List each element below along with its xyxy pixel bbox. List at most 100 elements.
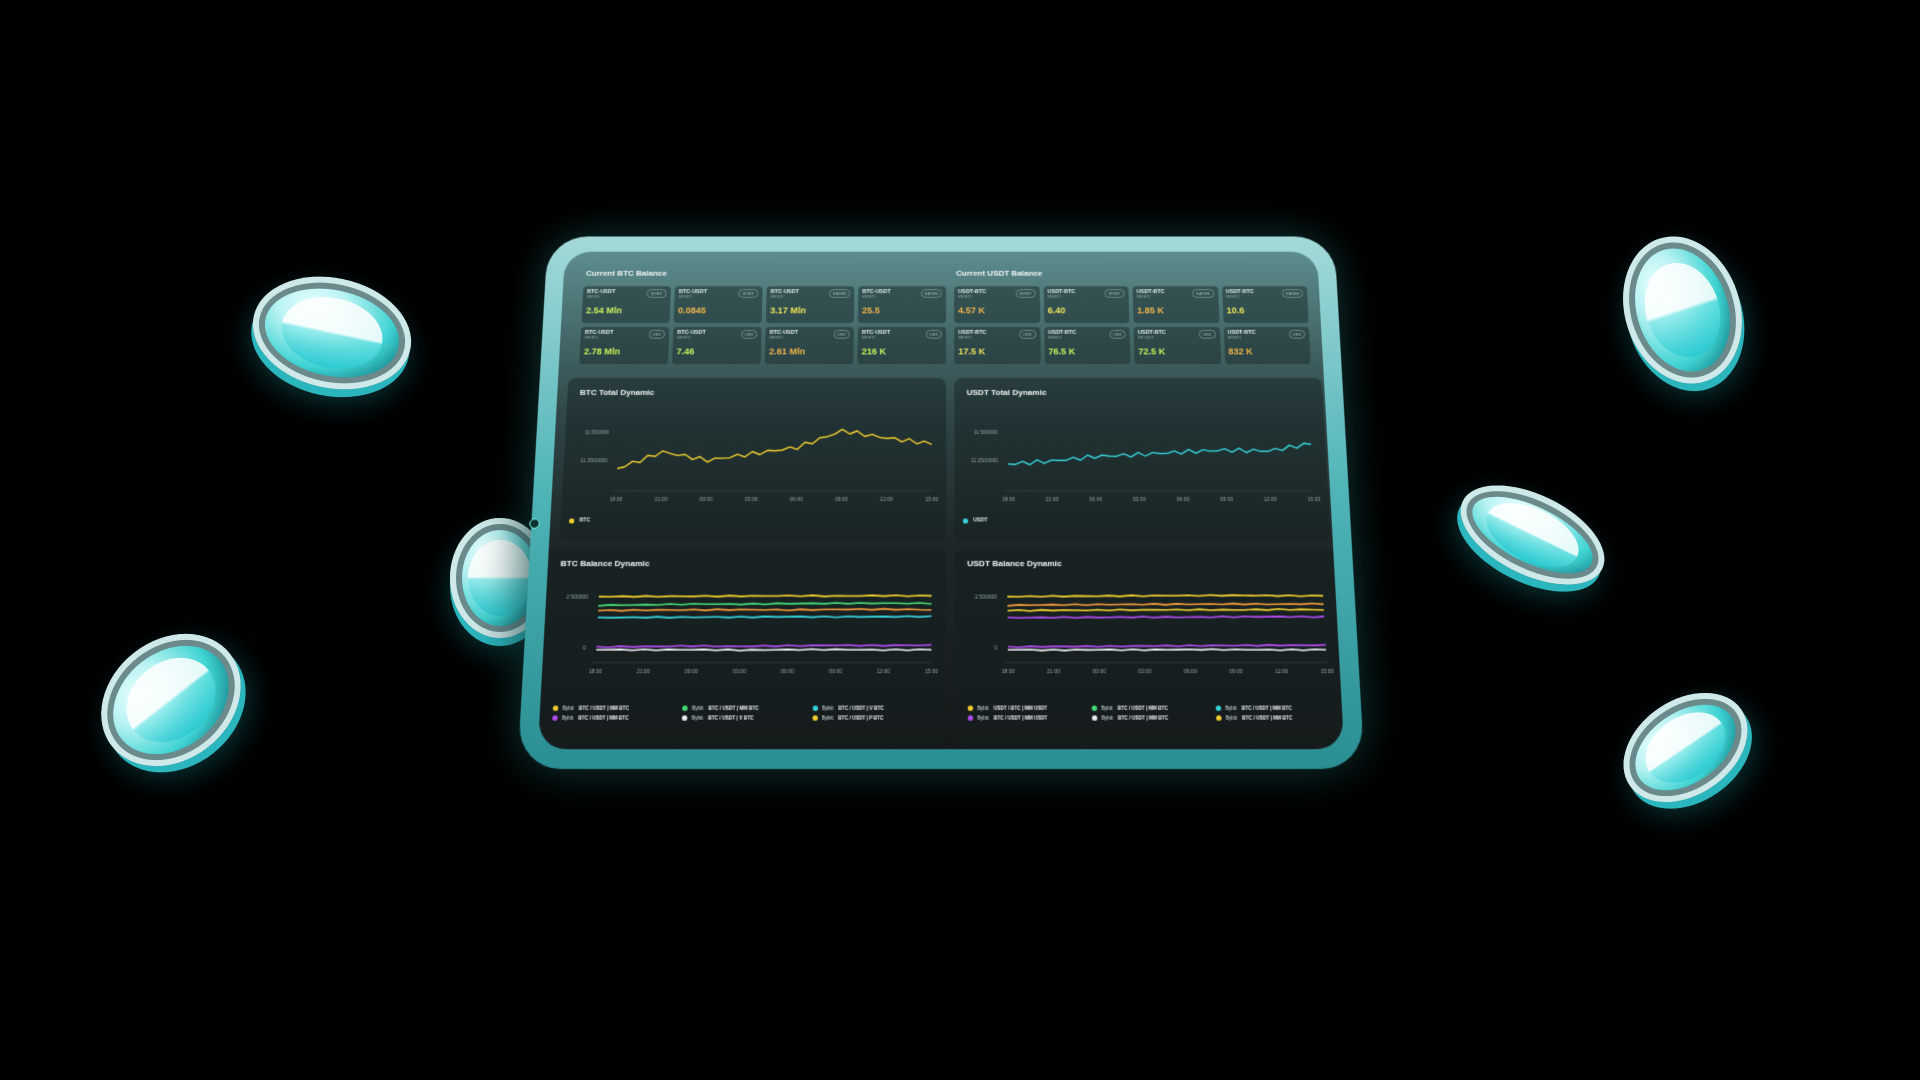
- y-tick-label: 2 500000: [566, 595, 588, 601]
- x-tick-label: 03:00: [1133, 497, 1146, 503]
- x-tick-label: 15:00: [925, 669, 939, 675]
- balance-tile[interactable]: BTC-USDT MM BTC KAYEN 25.5: [858, 286, 946, 323]
- series-line: [617, 429, 931, 468]
- coin-decoration: [1605, 221, 1761, 399]
- legend-item[interactable]: Bybit: BTC / USDT | V BTC: [812, 706, 933, 711]
- x-tick-label: 03:00: [733, 669, 747, 675]
- tile-value: 7.46: [676, 347, 694, 357]
- legend-dot: [812, 715, 817, 720]
- x-tick-label: 00:00: [685, 669, 699, 675]
- series-line: [598, 609, 931, 611]
- tile-account-label: MM BTC: [677, 336, 691, 340]
- x-tick-label: 21:00: [1047, 669, 1061, 675]
- x-tick-label: 21:00: [636, 669, 650, 675]
- x-tick-label: 12:00: [880, 497, 893, 503]
- balance-tile[interactable]: BTC-USDT MM BTC BYBIT 0.0845: [674, 286, 763, 323]
- coin-decoration: [1445, 465, 1619, 605]
- btc-dynamic-legend: Bybit: BTC / USDT | MM BTC Bybit: BTC / USD…: [552, 706, 933, 721]
- legend-label: BTC: [579, 517, 590, 523]
- y-tick-label: 11 500000: [585, 430, 609, 436]
- coin-decoration: [242, 263, 421, 404]
- exchange-badge: OKX: [1109, 330, 1126, 339]
- balance-tile[interactable]: USDT-BTC MM BTC KAYEN 10.6: [1222, 286, 1309, 323]
- balance-tile[interactable]: BTC-USDT MM BTC OKX 2.61 Mln: [765, 327, 854, 364]
- legend-item[interactable]: Bybit: BTC / USDT | MM BTC: [553, 706, 674, 711]
- exchange-badge: BYBIT: [1105, 289, 1125, 298]
- balance-tile[interactable]: USDT-BTC MM BTC OKX 76.5 K: [1044, 327, 1131, 364]
- balance-tile[interactable]: USDT-BTC PM USDT OKX 72.5 K: [1134, 327, 1221, 364]
- legend-item[interactable]: Bybit: BTC / USDT | MM BTC: [552, 715, 674, 720]
- balance-tile[interactable]: BTC-USDT MM BTC BYBIT 2.54 Mln: [581, 286, 671, 323]
- tile-value: 0.0845: [678, 306, 706, 316]
- usdt-total-legend: USDT: [963, 517, 988, 523]
- legend-exchange: Bybit:: [692, 715, 704, 720]
- series-line: [1008, 649, 1326, 650]
- exchange-badge: OKX: [648, 330, 665, 339]
- tile-account-label: MM BTC: [1047, 295, 1061, 299]
- legend-item[interactable]: Bybit: BTC / USDT | MM BTC: [1216, 715, 1332, 720]
- exchange-badge: OKX: [1288, 330, 1305, 339]
- x-tick-label: 06:00: [781, 669, 795, 675]
- legend-exchange: Bybit:: [1226, 715, 1238, 720]
- legend-item[interactable]: Bybit: USDT / BTC | MM USDT: [968, 706, 1084, 711]
- balance-tile[interactable]: USDT-BTC MM BTC OKX 832 K: [1223, 327, 1311, 364]
- tile-account-label: MM BTC: [958, 336, 972, 340]
- tile-value: 72.5 K: [1138, 347, 1165, 357]
- balance-tile[interactable]: BTC-USDT MM BTC OKX 2.78 Mln: [579, 327, 669, 364]
- usdt-total-panel: USDT Total Dynamic 11 500000 11 2500000 18…: [954, 378, 1330, 540]
- x-tick-label: 21:00: [654, 497, 667, 503]
- series-line: [596, 645, 931, 648]
- x-tick-label: 00:00: [1089, 497, 1102, 503]
- legend-exchange: Bybit:: [822, 706, 834, 711]
- x-tick-label: 06:00: [1184, 669, 1198, 675]
- x-tick-label: 03:00: [1138, 669, 1152, 675]
- legend-pair: BTC / USDT | MM BTC: [1242, 706, 1293, 711]
- exchange-badge: OKX: [1019, 330, 1036, 339]
- balance-tile[interactable]: BTC-USDT MM BTC OKX 216 K: [857, 327, 946, 364]
- balance-tile[interactable]: USDT-BTC MM BTC OKX 17.5 K: [954, 327, 1040, 364]
- legend-pair: BTC / USDT | MM BTC: [1118, 706, 1168, 711]
- balance-tile[interactable]: BTC-USDT MM BTC OKX 7.46: [672, 327, 762, 364]
- legend-item[interactable]: Bybit: BTC / USDT | MM BTC: [1216, 706, 1332, 711]
- legend-dot: [1092, 715, 1097, 720]
- exchange-badge: KAYEN: [829, 289, 851, 298]
- legend-dot: [1216, 715, 1222, 720]
- y-tick-label: 2 500000: [975, 595, 997, 601]
- tile-account-label: MM BTC: [862, 336, 876, 340]
- tile-value: 17.5 K: [958, 347, 985, 357]
- y-tick-label: 11 500000: [974, 430, 998, 436]
- x-tick-label: 06:00: [790, 497, 803, 503]
- legend-item[interactable]: Bybit: BTC / USDT | P BTC: [812, 715, 933, 720]
- balance-tile[interactable]: USDT-BTC MM BTC BYBIT 4.57 K: [954, 286, 1040, 323]
- legend-item[interactable]: Bybit: BTC / USDT | MM BTC: [683, 706, 804, 711]
- x-tick-label: 15:00: [1307, 497, 1321, 503]
- tile-account-label: MM BTC: [862, 295, 876, 299]
- x-tick-label: 06:00: [1176, 497, 1189, 503]
- x-tick-label: 18:00: [1002, 497, 1015, 503]
- tile-account-label: PM USDT: [1138, 336, 1154, 340]
- tile-value: 832 K: [1228, 347, 1253, 357]
- legend-pair: BTC / USDT | MM BTC: [1242, 715, 1293, 720]
- legend-dot: [963, 518, 968, 523]
- x-tick-label: 03:00: [745, 497, 758, 503]
- legend-item[interactable]: Bybit: BTC / USDT | V BTC: [682, 715, 803, 720]
- x-tick-label: 09:00: [1220, 497, 1233, 503]
- tile-account-label: MM BTC: [769, 336, 783, 340]
- btc-total-legend: BTC: [569, 517, 590, 523]
- legend-item[interactable]: Bybit: BTC / USDT | MM BTC: [1092, 706, 1208, 711]
- tile-value: 2.54 Mln: [586, 306, 622, 316]
- x-tick-label: 18:00: [588, 669, 602, 675]
- series-line: [596, 649, 931, 651]
- usdt-dynamic-panel: USDT Balance Dynamic 2 500000 0 18:00 21:00…: [955, 548, 1344, 747]
- balance-tile[interactable]: USDT-BTC MM BTC KAYEN 1.85 K: [1132, 286, 1219, 323]
- legend-item[interactable]: Bybit: BTC / USDT | MM BTC: [1092, 715, 1208, 720]
- balance-tile[interactable]: USDT-BTC MM BTC BYBIT 6.40: [1043, 286, 1129, 323]
- y-tick-label: 0: [994, 646, 997, 652]
- exchange-badge: KAYEN: [1281, 289, 1303, 298]
- legend-item[interactable]: Bybit: BTC / USDT | MM USDT: [968, 715, 1084, 720]
- legend-exchange: Bybit:: [692, 706, 704, 711]
- balance-tile[interactable]: BTC-USDT MM BTC KAYEN 3.17 Mln: [766, 286, 855, 323]
- x-tick-label: 18:00: [609, 497, 622, 503]
- usdt-balance-title: Current USDT Balance: [956, 269, 1042, 278]
- legend-dot: [1216, 706, 1222, 711]
